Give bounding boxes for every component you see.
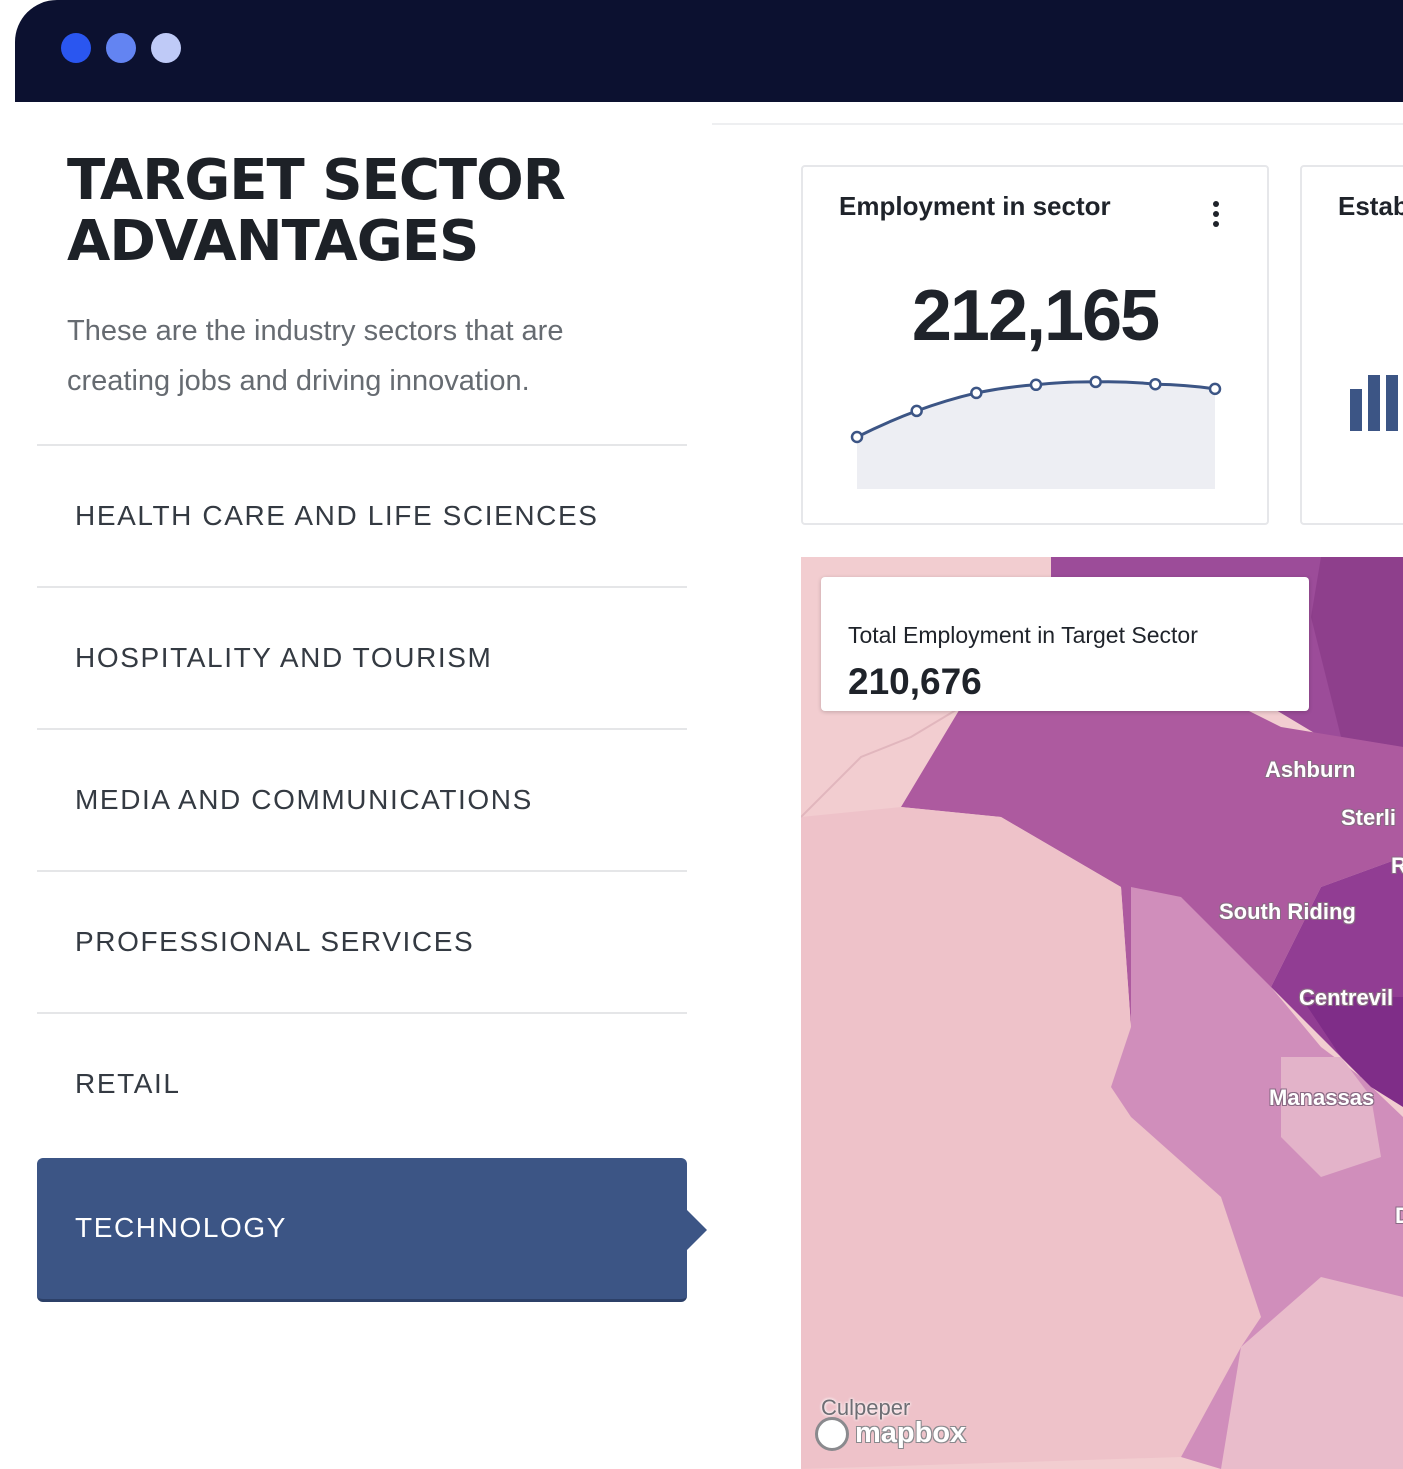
page-subtitle: These are the industry sectors that are … (67, 315, 564, 397)
establishments-card: Estab (1300, 165, 1403, 525)
map-info-title: Total Employment in Target Sector (848, 622, 1198, 648)
window-title-bar (15, 0, 1403, 102)
sector-item-retail[interactable]: RETAIL (37, 1012, 687, 1154)
kebab-menu-icon[interactable] (1213, 201, 1219, 231)
mapbox-wordmark: mapbox (855, 1417, 967, 1449)
sparkline-point (910, 404, 923, 418)
sparkline-point (1208, 382, 1222, 396)
sparkline-chart (850, 375, 1222, 489)
map-label-centreville: Centrevil (1299, 985, 1394, 1010)
map-label-sterling: Sterli (1341, 805, 1397, 830)
divider (712, 123, 1403, 125)
map-label-dale: D (1395, 1203, 1403, 1228)
sector-item-professional-services[interactable]: PROFESSIONAL SERVICES (37, 870, 687, 1012)
sector-label: HOSPITALITY AND TOURISM (75, 642, 493, 673)
page-title: TARGET SECTOR ADVANTAGES (67, 148, 566, 274)
employment-card: Employment in sector 212,165 (801, 165, 1269, 525)
window-close-dot[interactable] (61, 33, 91, 63)
sector-label: RETAIL (75, 1068, 181, 1099)
map-label-culpeper: Culpeper (821, 1395, 911, 1420)
sparkline-area (857, 381, 1215, 489)
active-indicator-arrow (687, 1210, 707, 1250)
card-title: Employment in sector (839, 191, 1111, 221)
window-minimize-dot[interactable] (106, 33, 136, 63)
sector-item-hospitality[interactable]: HOSPITALITY AND TOURISM (37, 586, 687, 728)
sector-label: MEDIA AND COMMUNICATIONS (75, 784, 533, 815)
sector-item-technology[interactable]: TECHNOLOGY (37, 1158, 707, 1302)
choropleth-map[interactable]: Ashburn Sterli R South Riding Centrevil … (801, 557, 1403, 1469)
mapbox-logo[interactable]: mapbox (815, 1415, 985, 1455)
sector-item-media[interactable]: MEDIA AND COMMUNICATIONS (37, 728, 687, 870)
sector-item-health-care[interactable]: HEALTH CARE AND LIFE SCIENCES (37, 444, 687, 586)
sparkline-point (970, 386, 983, 400)
map-info-panel: Total Employment in Target Sector 210,67… (821, 577, 1309, 711)
map-label-manassas: Manassas (1269, 1085, 1375, 1110)
sparkline-point (1089, 375, 1102, 389)
window-maximize-dot[interactable] (151, 33, 181, 63)
card-title: Estab (1338, 191, 1403, 221)
sector-label: HEALTH CARE AND LIFE SCIENCES (75, 500, 599, 531)
sector-label: TECHNOLOGY (75, 1212, 288, 1243)
map-info-value: 210,676 (848, 661, 982, 702)
map-label-ashburn: Ashburn (1265, 757, 1356, 782)
sparkline-point (1149, 377, 1162, 391)
employment-value: 212,165 (911, 276, 1160, 356)
sector-label: PROFESSIONAL SERVICES (75, 926, 475, 957)
map-label-south-riding: South Riding (1219, 899, 1356, 924)
sparkline-point (1029, 378, 1043, 392)
sector-list: HEALTH CARE AND LIFE SCIENCES HOSPITALIT… (37, 444, 707, 1302)
sparkline-point (850, 430, 864, 444)
mapbox-icon (815, 1417, 849, 1451)
map-regions (801, 557, 1403, 1469)
map-label-reston: R (1391, 853, 1403, 878)
